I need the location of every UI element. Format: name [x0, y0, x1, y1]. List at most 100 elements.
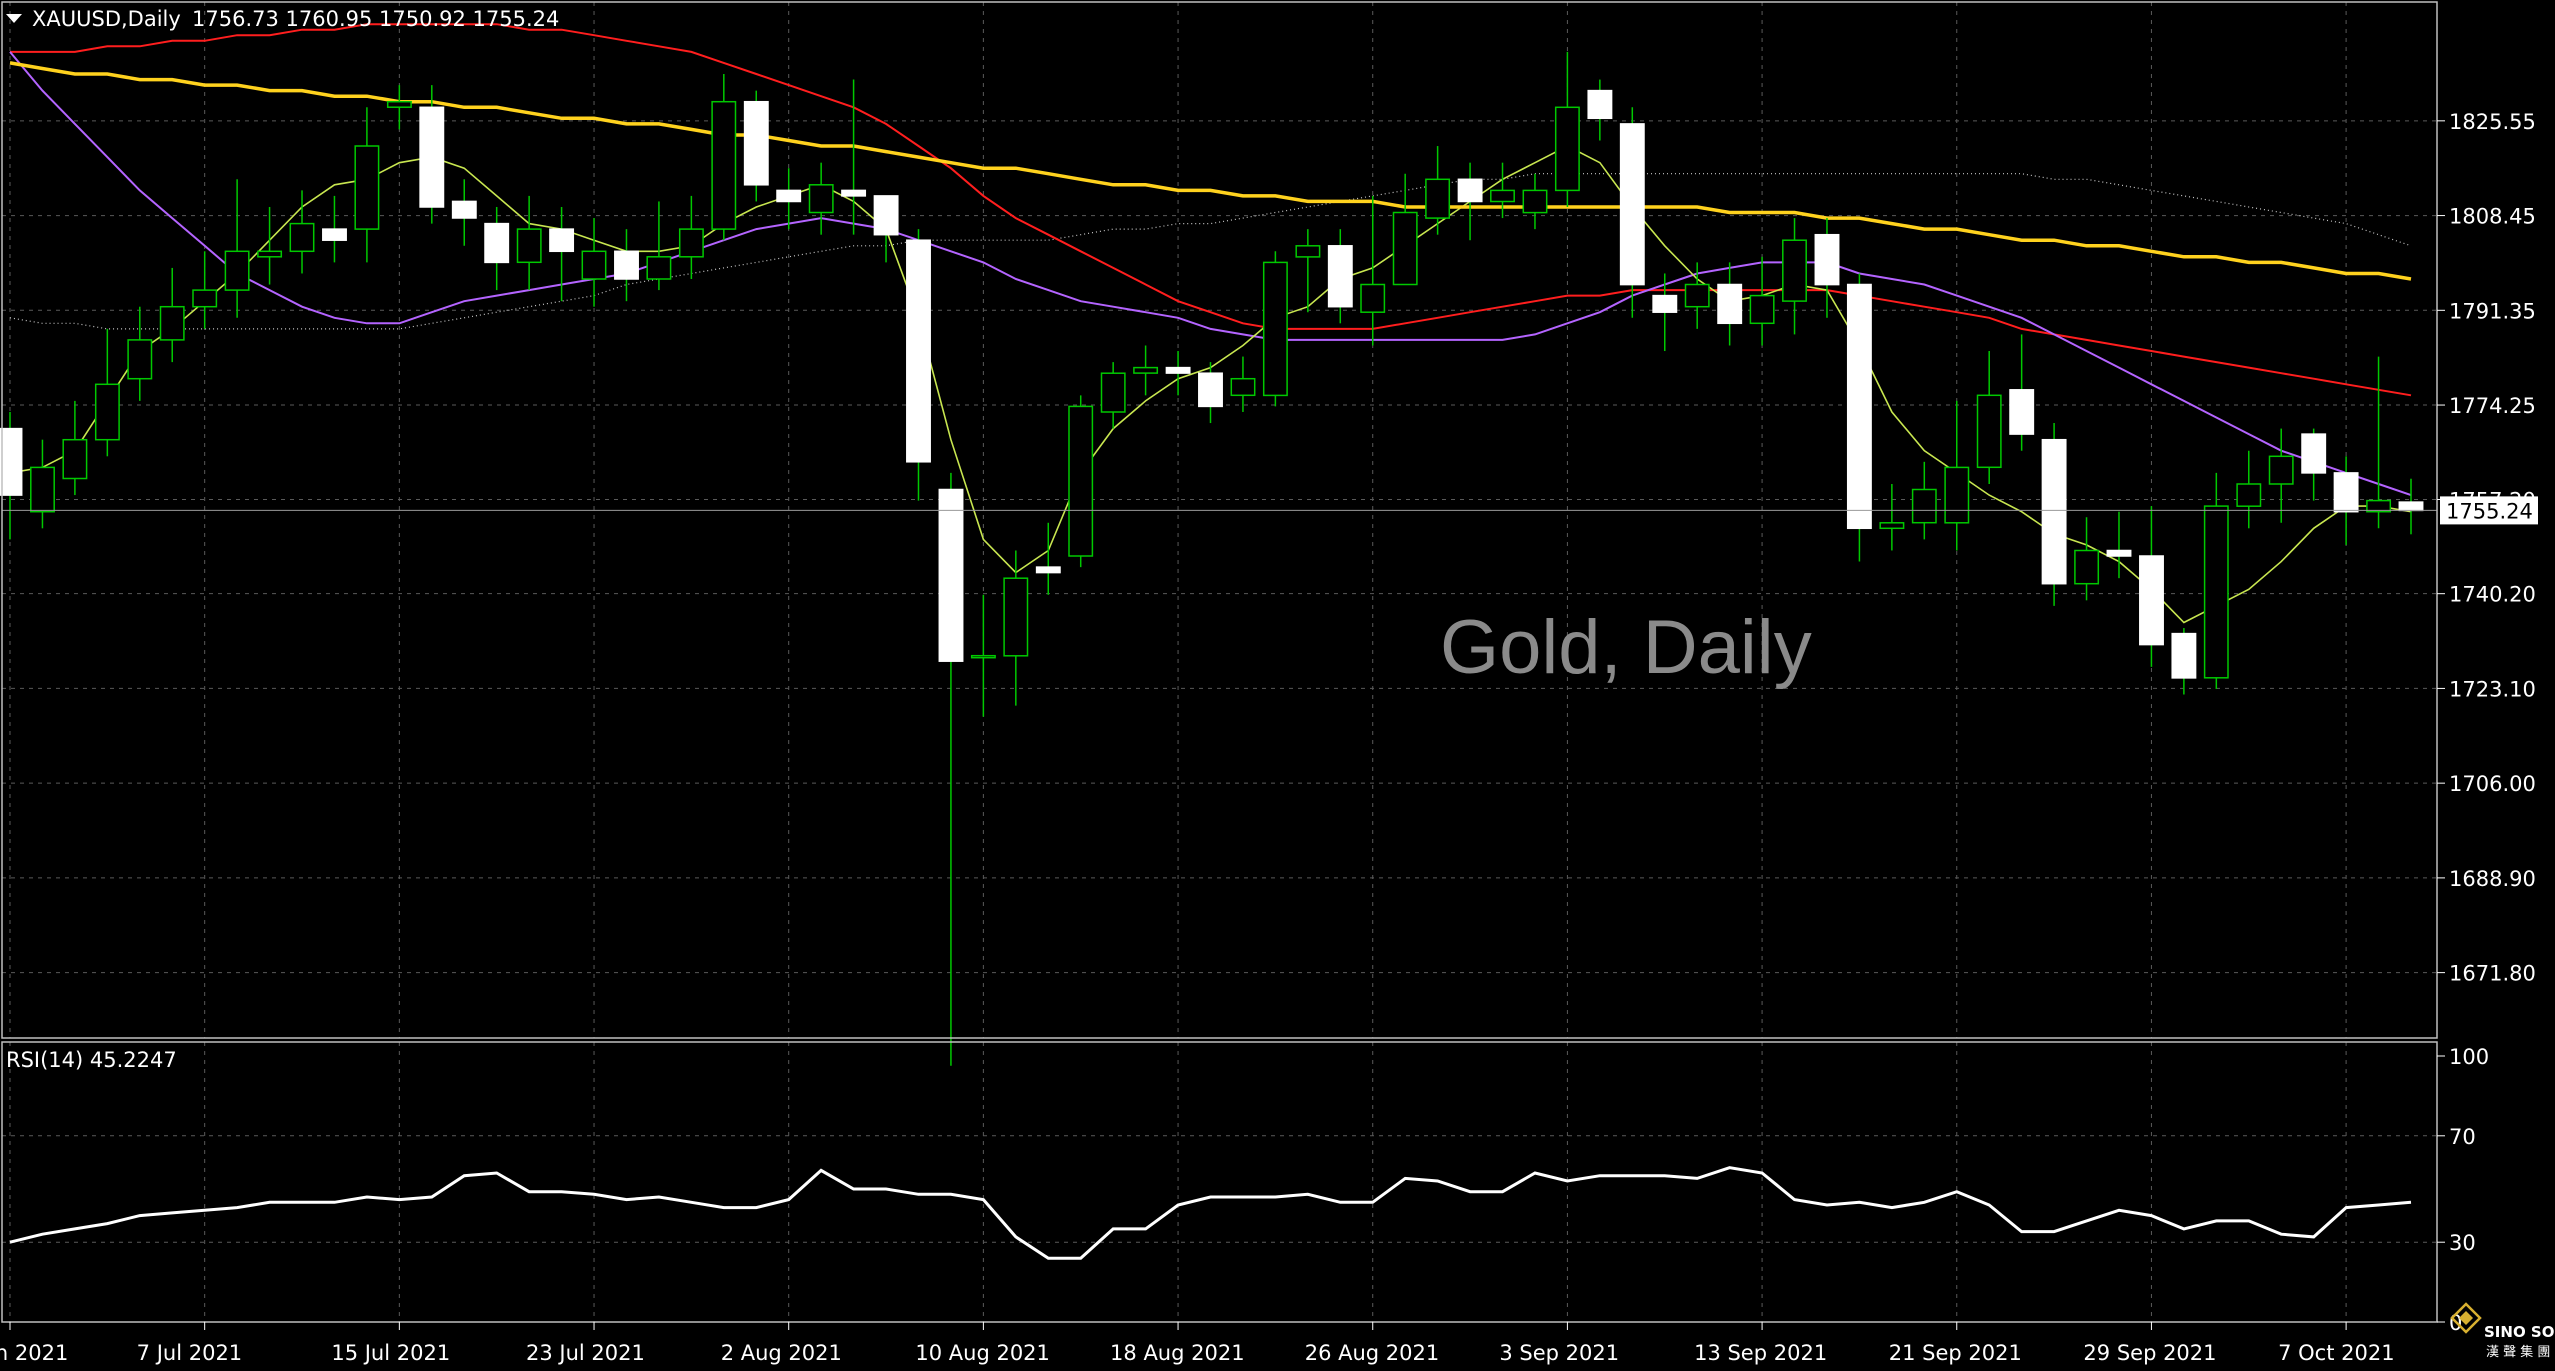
ma-slow-line [10, 23, 2412, 397]
y-tick-label: 1791.35 [2449, 299, 2536, 323]
x-tick-label: 29 Sep 2021 [2083, 1341, 2216, 1365]
candle-body-down [1457, 178, 1483, 203]
x-tick-label: 7 Oct 2021 [2278, 1341, 2394, 1365]
candle [1490, 162, 1515, 219]
candle-body-up [1911, 488, 1937, 524]
candle [743, 90, 769, 202]
candle-body-up [808, 184, 834, 214]
candle [1360, 195, 1386, 346]
candle [1392, 173, 1418, 286]
candle-body-down [2139, 555, 2164, 646]
candle [1003, 550, 1029, 706]
candle [1035, 522, 1061, 595]
candle-body-down [2301, 433, 2327, 474]
candle-body-up [1684, 283, 1710, 308]
candle-body-down [743, 100, 769, 186]
candle [2106, 511, 2132, 579]
candle [776, 168, 802, 230]
candle-body-up [257, 250, 283, 258]
candle-body-down [451, 200, 477, 219]
symbol-title: XAUUSD,Daily [32, 7, 181, 31]
candle [1846, 273, 1872, 562]
candle [2139, 506, 2164, 667]
candle-body-down [419, 106, 445, 208]
rsi-y-tick-label: 30 [2449, 1231, 2476, 1255]
candle [2009, 334, 2035, 451]
price-tag: 1755.24 [2440, 496, 2538, 525]
candle [2074, 517, 2100, 601]
y-tick-label: 1825.55 [2449, 110, 2536, 134]
candle-body-down [2041, 438, 2067, 585]
candle [1782, 218, 1807, 335]
y-tick-label: 1723.10 [2449, 677, 2536, 701]
candle-body-up [1522, 189, 1548, 214]
price-tag-box [2440, 496, 2538, 525]
candle-body-up [970, 654, 996, 659]
x-tick-label: 23 Jul 2021 [526, 1341, 645, 1365]
candle [614, 229, 639, 302]
candle-body-up [1879, 522, 1905, 530]
candle-body-up [1360, 283, 1386, 313]
candle [1619, 107, 1645, 318]
candle [1554, 51, 1580, 207]
candle-body-down [2398, 501, 2424, 512]
candle [62, 400, 88, 496]
collapse-triangle-icon[interactable] [6, 14, 22, 23]
ma-mid-line [9, 51, 2412, 497]
candle-body-up [1976, 394, 2002, 469]
candle [516, 195, 542, 291]
candle [711, 74, 737, 241]
candle-body-up [1425, 178, 1451, 219]
x-tick-label: 3 Sep 2021 [1499, 1341, 1619, 1365]
candle [94, 328, 120, 457]
candle-body-down [873, 195, 899, 236]
candle-body-up [1782, 239, 1807, 302]
candle-body-up [1490, 189, 1515, 203]
candle [1230, 356, 1256, 412]
logo-diamond-icon [2450, 1302, 2482, 1334]
candle-body-up [127, 339, 153, 380]
candle-body-down [1165, 366, 1191, 374]
candle [2268, 428, 2294, 523]
candle-body-down [2009, 389, 2035, 435]
candles [0, 51, 2437, 1066]
candle [0, 411, 23, 540]
candle [2171, 628, 2197, 695]
candle-body-up [386, 100, 412, 108]
x-tick-label: 21 Sep 2021 [1889, 1341, 2022, 1365]
candle [484, 206, 510, 291]
candle-body-down [1846, 283, 1872, 530]
y-tick-label: 1808.45 [2449, 205, 2536, 229]
candle-body-up [94, 383, 120, 441]
watermark: Gold, Daily [1440, 605, 1812, 690]
candle-body-up [678, 228, 704, 258]
candle [1879, 483, 1905, 551]
ohlc-values: 1756.73 1760.95 1750.92 1755.24 [192, 7, 559, 31]
candle-body-up [2203, 505, 2229, 679]
y-tick-label: 1671.80 [2449, 962, 2536, 986]
candle [159, 267, 185, 363]
candle-body-up [1068, 405, 1094, 557]
logo-diamond-inner-icon [2459, 1311, 2473, 1325]
candle [938, 472, 964, 1066]
candle [2333, 456, 2359, 545]
logo-name: SINO SOUND [2484, 1323, 2555, 1341]
candle-body-up [711, 100, 737, 230]
candle [419, 85, 445, 224]
candle-body-down [614, 250, 639, 280]
candle-body-up [192, 289, 218, 308]
candle [1100, 362, 1126, 429]
candle-body-up [1392, 211, 1418, 286]
candle [1165, 351, 1191, 396]
candle [2236, 450, 2262, 529]
candle-body-down [1652, 294, 1678, 313]
rsi-panel-border [1, 1041, 2438, 1323]
candle [1133, 345, 1159, 396]
chart-frame [1, 1, 2438, 1323]
candle [2366, 356, 2392, 529]
rsi-y-tick-label: 70 [2449, 1125, 2476, 1149]
candle [678, 195, 704, 280]
candle-body-up [30, 466, 55, 513]
candle [386, 85, 412, 130]
